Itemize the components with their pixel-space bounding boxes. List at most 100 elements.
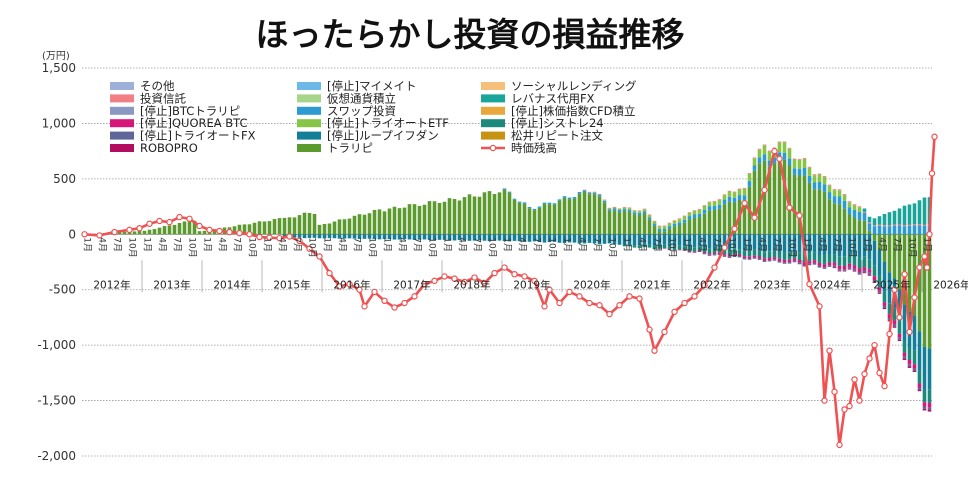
- bar-segment: [632, 245, 637, 248]
- balance-point: [411, 293, 418, 300]
- bar-segment: [842, 195, 847, 201]
- bar-segment: [707, 248, 712, 254]
- bar-segment: [612, 207, 617, 209]
- bar-segment: [767, 251, 772, 259]
- bar-segment: [557, 234, 562, 243]
- bar-segment: [802, 158, 807, 169]
- bar-segment: [627, 207, 632, 209]
- bar-segment: [707, 253, 712, 255]
- bar-segment: [922, 226, 927, 235]
- balance-point: [881, 382, 888, 390]
- bar-segment: [752, 158, 757, 166]
- balance-point: [576, 293, 583, 300]
- bar-segment: [757, 157, 762, 164]
- bar-segment: [767, 151, 772, 161]
- balance-point: [761, 186, 768, 194]
- bar-segment: [467, 234, 472, 241]
- bar-segment: [682, 246, 687, 250]
- balance-point: [596, 302, 603, 309]
- bar-segment: [912, 224, 917, 226]
- bar-segment: [827, 199, 832, 235]
- bar-segment: [782, 159, 787, 235]
- bar-segment: [897, 224, 902, 226]
- balance-point: [511, 270, 518, 278]
- bar-segment: [852, 209, 857, 218]
- bar-segment: [702, 234, 707, 248]
- bar-segment: [922, 406, 927, 409]
- bar-segment: [612, 234, 617, 245]
- bar-segment: [402, 234, 407, 240]
- bar-segment: [462, 197, 467, 235]
- bar-segment: [592, 192, 597, 193]
- bar-segment: [832, 190, 837, 197]
- bar-segment: [732, 255, 737, 258]
- bar-segment: [582, 189, 587, 191]
- bar-segment: [832, 262, 837, 266]
- bar-segment: [882, 305, 887, 308]
- bar-segment: [732, 202, 737, 235]
- bar-segment: [647, 219, 652, 235]
- bar-segment: [697, 213, 702, 218]
- bar-segment: [497, 234, 502, 241]
- bar-segment: [662, 248, 667, 249]
- bar-segment: [412, 204, 417, 235]
- bar-segment: [452, 234, 457, 241]
- x-tick-label: 10月: [307, 237, 318, 257]
- bar-segment: [557, 200, 562, 235]
- bar-segment: [157, 227, 162, 235]
- x-tick-label: 4月: [337, 237, 348, 252]
- bar-segment: [807, 263, 812, 266]
- bar-segment: [702, 209, 707, 214]
- x-tick-label: 7月: [112, 237, 123, 252]
- bar-segment: [607, 208, 612, 210]
- bar-segment: [237, 224, 242, 235]
- bar-segment: [862, 220, 867, 235]
- bar-segment: [712, 253, 717, 255]
- year-label: 2017年: [393, 278, 430, 291]
- bar-segment: [887, 212, 892, 226]
- bar-segment: [647, 217, 652, 220]
- x-tick-label: 10月: [607, 237, 618, 257]
- bar-segment: [837, 270, 842, 272]
- bar-segment: [862, 212, 867, 221]
- bar-segment: [542, 204, 547, 235]
- x-tick-label: 1月: [442, 237, 453, 252]
- bar-segment: [907, 224, 912, 226]
- bar-segment: [782, 234, 787, 253]
- bar-segment: [562, 234, 567, 244]
- legend-swatch: [481, 131, 505, 140]
- bar-segment: [722, 234, 727, 250]
- bar-segment: [837, 189, 842, 191]
- bar-segment: [902, 304, 907, 342]
- legend-label: その他: [140, 79, 175, 93]
- bar-segment: [412, 234, 417, 240]
- bar-segment: [662, 225, 667, 227]
- balance-point: [751, 214, 758, 221]
- bar-segment: [162, 226, 167, 235]
- bar-segment: [517, 234, 522, 242]
- bar-segment: [652, 234, 657, 246]
- bar-segment: [622, 234, 627, 245]
- bar-segment: [772, 157, 777, 164]
- balance-point: [916, 264, 923, 271]
- bar-segment: [262, 221, 267, 235]
- bar-segment: [777, 234, 782, 253]
- year-label: 2022年: [693, 278, 730, 291]
- bar-segment: [832, 265, 837, 268]
- balance-point: [371, 288, 378, 296]
- bar-segment: [602, 199, 607, 201]
- balance-point: [786, 204, 793, 211]
- bar-segment: [537, 207, 542, 235]
- bar-segment: [377, 234, 382, 240]
- legend-swatch: [297, 119, 321, 128]
- bar-segment: [897, 289, 902, 322]
- y-tick-label: -1,000: [37, 338, 76, 352]
- bar-segment: [292, 217, 297, 235]
- bar-segment: [597, 234, 602, 245]
- bar-segment: [827, 253, 832, 263]
- bar-segment: [842, 269, 847, 271]
- bar-segment: [742, 187, 747, 189]
- bar-segment: [582, 234, 587, 244]
- bar-segment: [702, 205, 707, 210]
- bar-segment: [762, 144, 767, 146]
